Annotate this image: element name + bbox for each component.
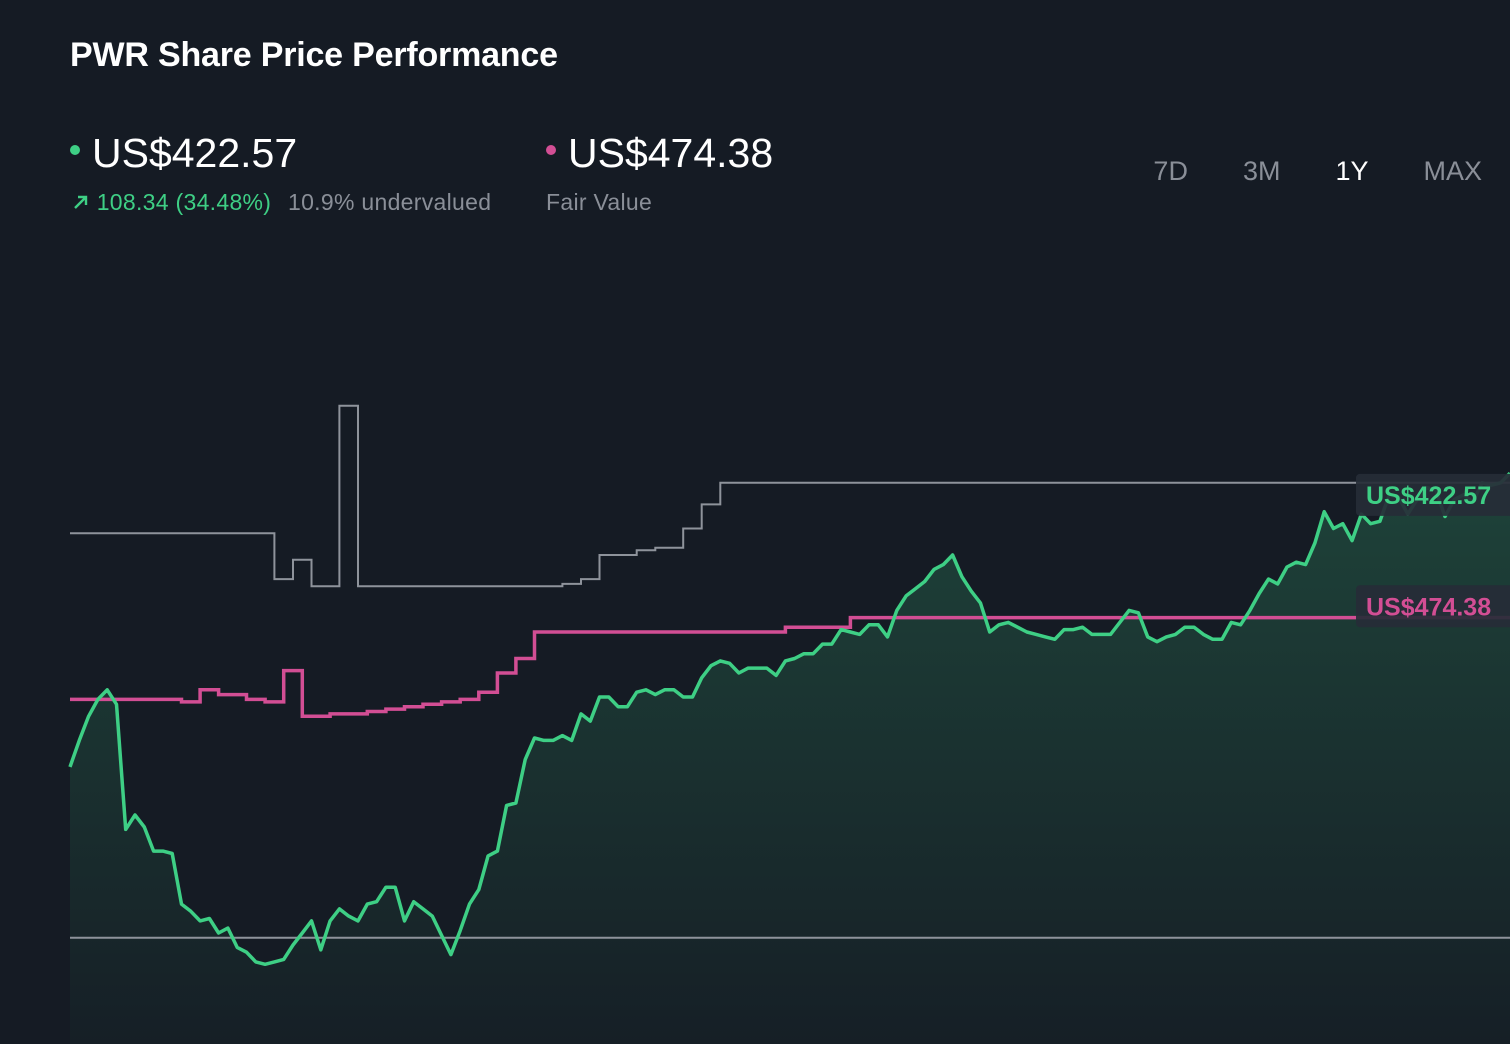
fair-value-price: US$474.38	[568, 130, 774, 176]
tab-7d[interactable]: 7D	[1153, 156, 1188, 186]
fair-value-label: Fair Value	[546, 189, 653, 215]
tab-max[interactable]: MAX	[1423, 156, 1482, 186]
price-legend-dot	[70, 144, 80, 155]
arrow-up-right-icon	[74, 195, 88, 209]
fair-value-legend-dot	[546, 144, 556, 155]
fair-value-end-label-bg	[1356, 585, 1510, 628]
change-row: 108.34 (34.48%) 10.9% undervalued	[72, 189, 491, 216]
page-title: PWR Share Price Performance	[70, 36, 558, 74]
change-value-group: 108.34 (34.48%)	[72, 189, 278, 215]
change-value: 108.34 (34.48%)	[96, 189, 272, 215]
tab-1y[interactable]: 1Y	[1335, 156, 1369, 186]
time-range-tabs: 7D 3M 1Y MAX	[1098, 156, 1482, 187]
tab-3m[interactable]: 3M	[1242, 156, 1281, 186]
current-price: US$422.57	[92, 130, 298, 176]
fair-value-line	[70, 615, 1510, 719]
price-end-label: US$422.57	[1366, 482, 1491, 510]
valuation-note: 10.9% undervalued	[287, 189, 492, 215]
current-price-block: US$422.57	[70, 130, 297, 177]
price-line	[68, 471, 1510, 967]
fair-value-block: US$474.38	[546, 130, 773, 177]
price-end-label-bg	[1356, 473, 1510, 516]
analyst-high-line	[70, 404, 1510, 588]
fair-value-end-label: US$474.38	[1366, 593, 1491, 621]
price-area-fill	[70, 473, 1510, 1044]
